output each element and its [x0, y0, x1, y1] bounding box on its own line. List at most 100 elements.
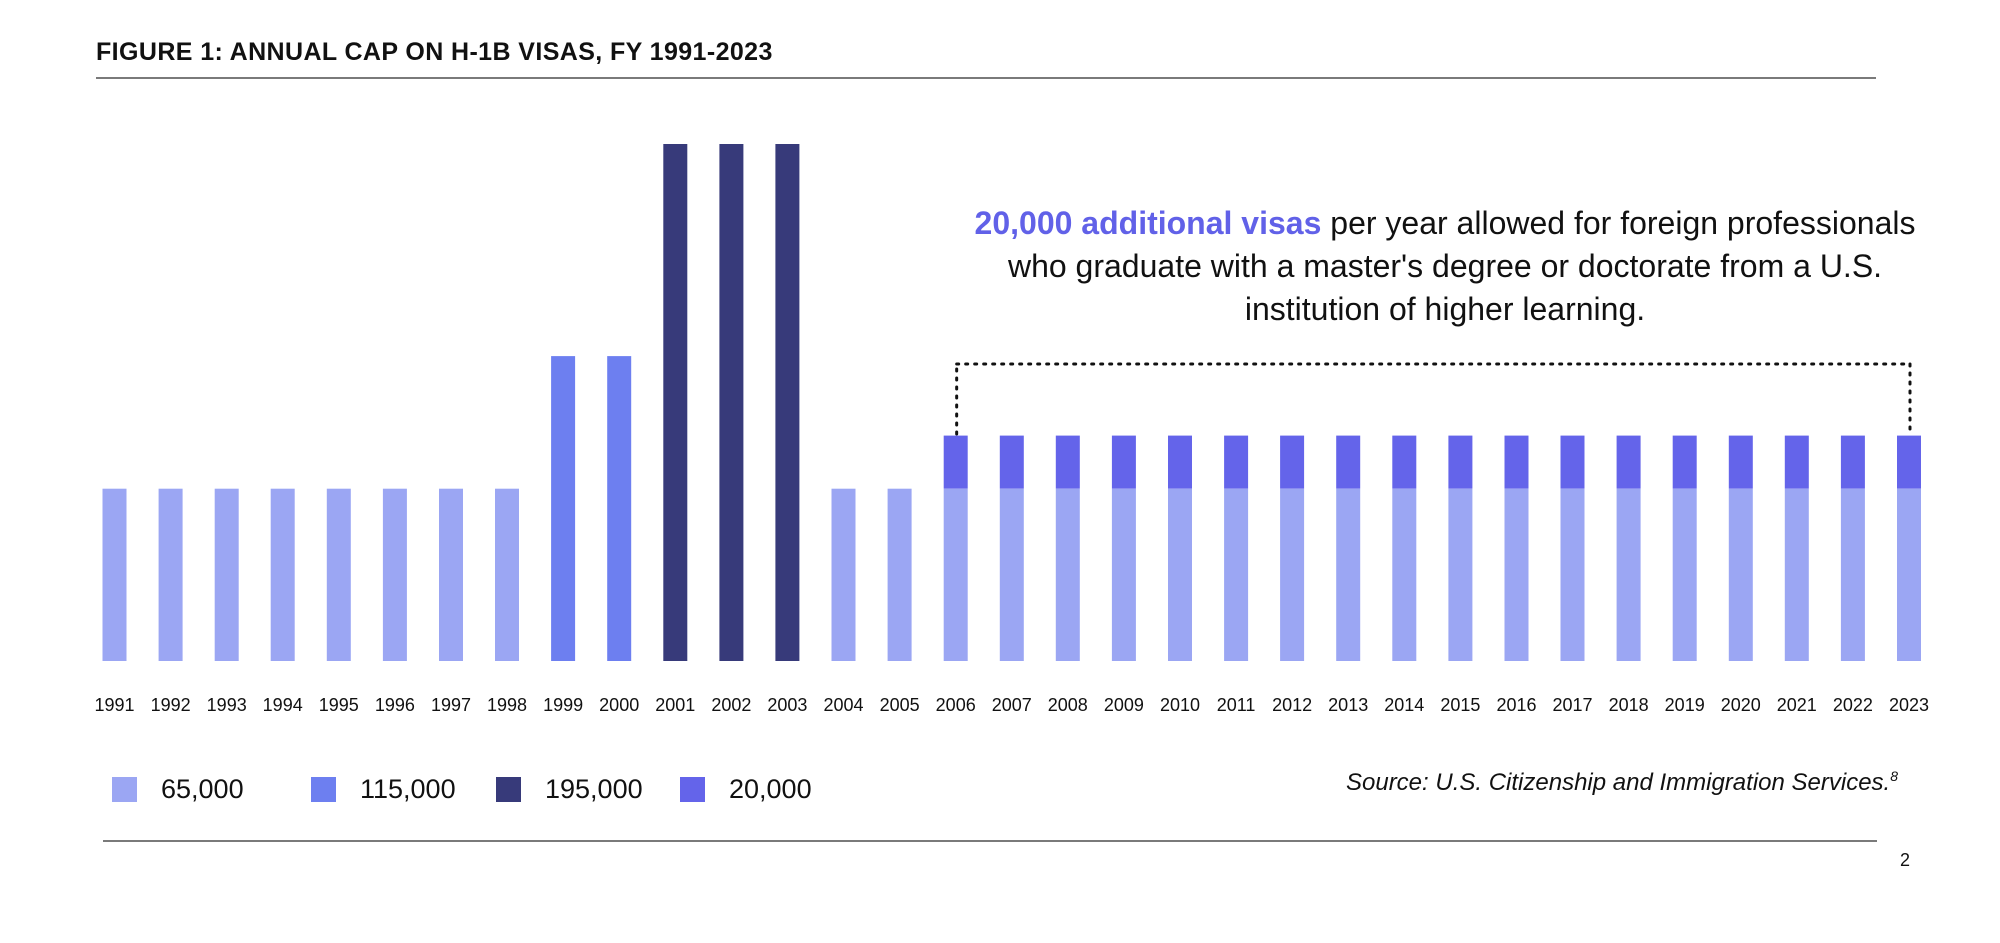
source-note: Source: U.S. Citizenship and Immigration… [1346, 768, 1898, 797]
bar-2009-series-4 [1111, 435, 1136, 489]
bar-2019-series-1 [1672, 488, 1697, 661]
x-tick-label: 1994 [263, 695, 303, 715]
bar-2020-series-1 [1728, 488, 1753, 661]
x-tick-label: 1996 [375, 695, 415, 715]
bar-2017-series-4 [1560, 435, 1585, 489]
x-tick-label: 2004 [823, 695, 863, 715]
legend-swatch [680, 777, 705, 802]
x-tick-label: 2012 [1272, 695, 1312, 715]
bar-chart: 1991 1992 1993 1994 1995 1996 1997 1998 1999 2000… [94, 144, 1929, 715]
page-number: 2 [1900, 850, 1911, 870]
legend-label: 195,000 [545, 774, 643, 804]
x-tick-label: 2016 [1496, 695, 1536, 715]
bar-2008-series-1 [1055, 488, 1080, 661]
bar-2006-series-4 [943, 435, 968, 489]
legend-label: 115,000 [360, 774, 456, 804]
title-divider [96, 77, 1876, 79]
bar-2005-series-1 [887, 488, 912, 661]
x-tick-label: 1992 [151, 695, 191, 715]
x-tick-label: 1991 [94, 695, 134, 715]
legend-label: 20,000 [729, 774, 812, 804]
bar-2014-series-1 [1392, 488, 1417, 661]
bar-2018-series-1 [1616, 488, 1641, 661]
bar-2003-series-3 [775, 144, 800, 661]
bar-2011-series-1 [1224, 488, 1249, 661]
annotation-text: per year allowed for foreign professiona… [1007, 205, 1916, 327]
figure-title: FIGURE 1: ANNUAL CAP ON H-1B VISAS, FY 1… [96, 38, 773, 66]
x-tick-label: 2020 [1721, 695, 1761, 715]
x-tick-label: 1995 [319, 695, 359, 715]
x-tick-label: 1997 [431, 695, 471, 715]
bar-2015-series-1 [1448, 488, 1473, 661]
bar-2016-series-4 [1504, 435, 1529, 489]
x-tick-label: 2010 [1160, 695, 1200, 715]
bar-2021-series-4 [1784, 435, 1809, 489]
bar-1996-series-1 [382, 488, 407, 661]
bar-2008-series-4 [1055, 435, 1080, 489]
source-footnote: 8 [1890, 768, 1898, 784]
bar-1995-series-1 [326, 488, 351, 661]
legend-swatch [112, 777, 137, 802]
bar-2007-series-4 [999, 435, 1024, 489]
x-tick-label: 2008 [1048, 695, 1088, 715]
bar-2011-series-4 [1224, 435, 1249, 489]
x-tick-label: 1998 [487, 695, 527, 715]
bar-2004-series-1 [831, 488, 856, 661]
bar-2015-series-4 [1448, 435, 1473, 489]
x-tick-label: 2002 [711, 695, 751, 715]
bar-2010-series-1 [1168, 488, 1192, 661]
x-tick-label: 2021 [1777, 695, 1817, 715]
bar-2023-series-1 [1897, 488, 1921, 661]
bar-2006-series-1 [943, 488, 968, 661]
bar-1993-series-1 [214, 488, 239, 661]
legend-swatch [311, 777, 336, 802]
x-tick-label: 2015 [1440, 695, 1480, 715]
x-tick-label: 2011 [1217, 695, 1256, 715]
x-axis-tick-labels: 1991 1992 1993 1994 1995 1996 1997 1998 1999 2000… [94, 695, 1929, 715]
x-tick-label: 2017 [1552, 695, 1592, 715]
x-tick-label: 1993 [207, 695, 247, 715]
bar-2000-series-2 [607, 356, 632, 661]
bar-1998-series-1 [495, 488, 519, 661]
legend-swatch [496, 777, 521, 802]
x-tick-label: 2001 [655, 695, 695, 715]
bar-2018-series-4 [1616, 435, 1641, 489]
legend-label: 65,000 [161, 774, 244, 804]
annotation-bracket [955, 362, 1912, 436]
x-tick-label: 2013 [1328, 695, 1368, 715]
x-tick-label: 1999 [543, 695, 583, 715]
bar-2007-series-1 [999, 488, 1024, 661]
footer-divider [103, 840, 1877, 842]
x-tick-label: 2006 [936, 695, 976, 715]
bar-2022-series-4 [1840, 435, 1865, 489]
bar-2010-series-4 [1168, 435, 1192, 489]
bar-2013-series-4 [1336, 435, 1361, 489]
bar-2013-series-1 [1336, 488, 1361, 661]
bar-2012-series-1 [1280, 488, 1305, 661]
bar-1992-series-1 [158, 488, 183, 661]
annotation-highlight: 20,000 additional visas [974, 205, 1322, 241]
bar-2001-series-3 [663, 144, 688, 661]
bar-2021-series-1 [1784, 488, 1809, 661]
bar-2016-series-1 [1504, 488, 1529, 661]
x-tick-label: 2007 [992, 695, 1032, 715]
bar-2002-series-3 [719, 144, 744, 661]
bar-1994-series-1 [270, 488, 295, 661]
x-tick-label: 2000 [599, 695, 639, 715]
x-tick-label: 2019 [1665, 695, 1705, 715]
x-tick-label: 2005 [880, 695, 920, 715]
bar-1997-series-1 [439, 488, 463, 661]
bar-2020-series-4 [1728, 435, 1753, 489]
chart-annotation: 20,000 additional visas per year allowed… [965, 202, 1925, 331]
bar-2014-series-4 [1392, 435, 1417, 489]
bar-2017-series-1 [1560, 488, 1585, 661]
bar-2023-series-4 [1897, 435, 1921, 489]
bar-1991-series-1 [102, 488, 127, 661]
bar-2022-series-1 [1840, 488, 1865, 661]
x-tick-label: 2018 [1609, 695, 1649, 715]
x-tick-label: 2022 [1833, 695, 1873, 715]
x-tick-label: 2014 [1384, 695, 1424, 715]
bar-2009-series-1 [1111, 488, 1136, 661]
source-text: Source: U.S. Citizenship and Immigration… [1345, 769, 1891, 796]
x-tick-label: 2009 [1104, 695, 1144, 715]
